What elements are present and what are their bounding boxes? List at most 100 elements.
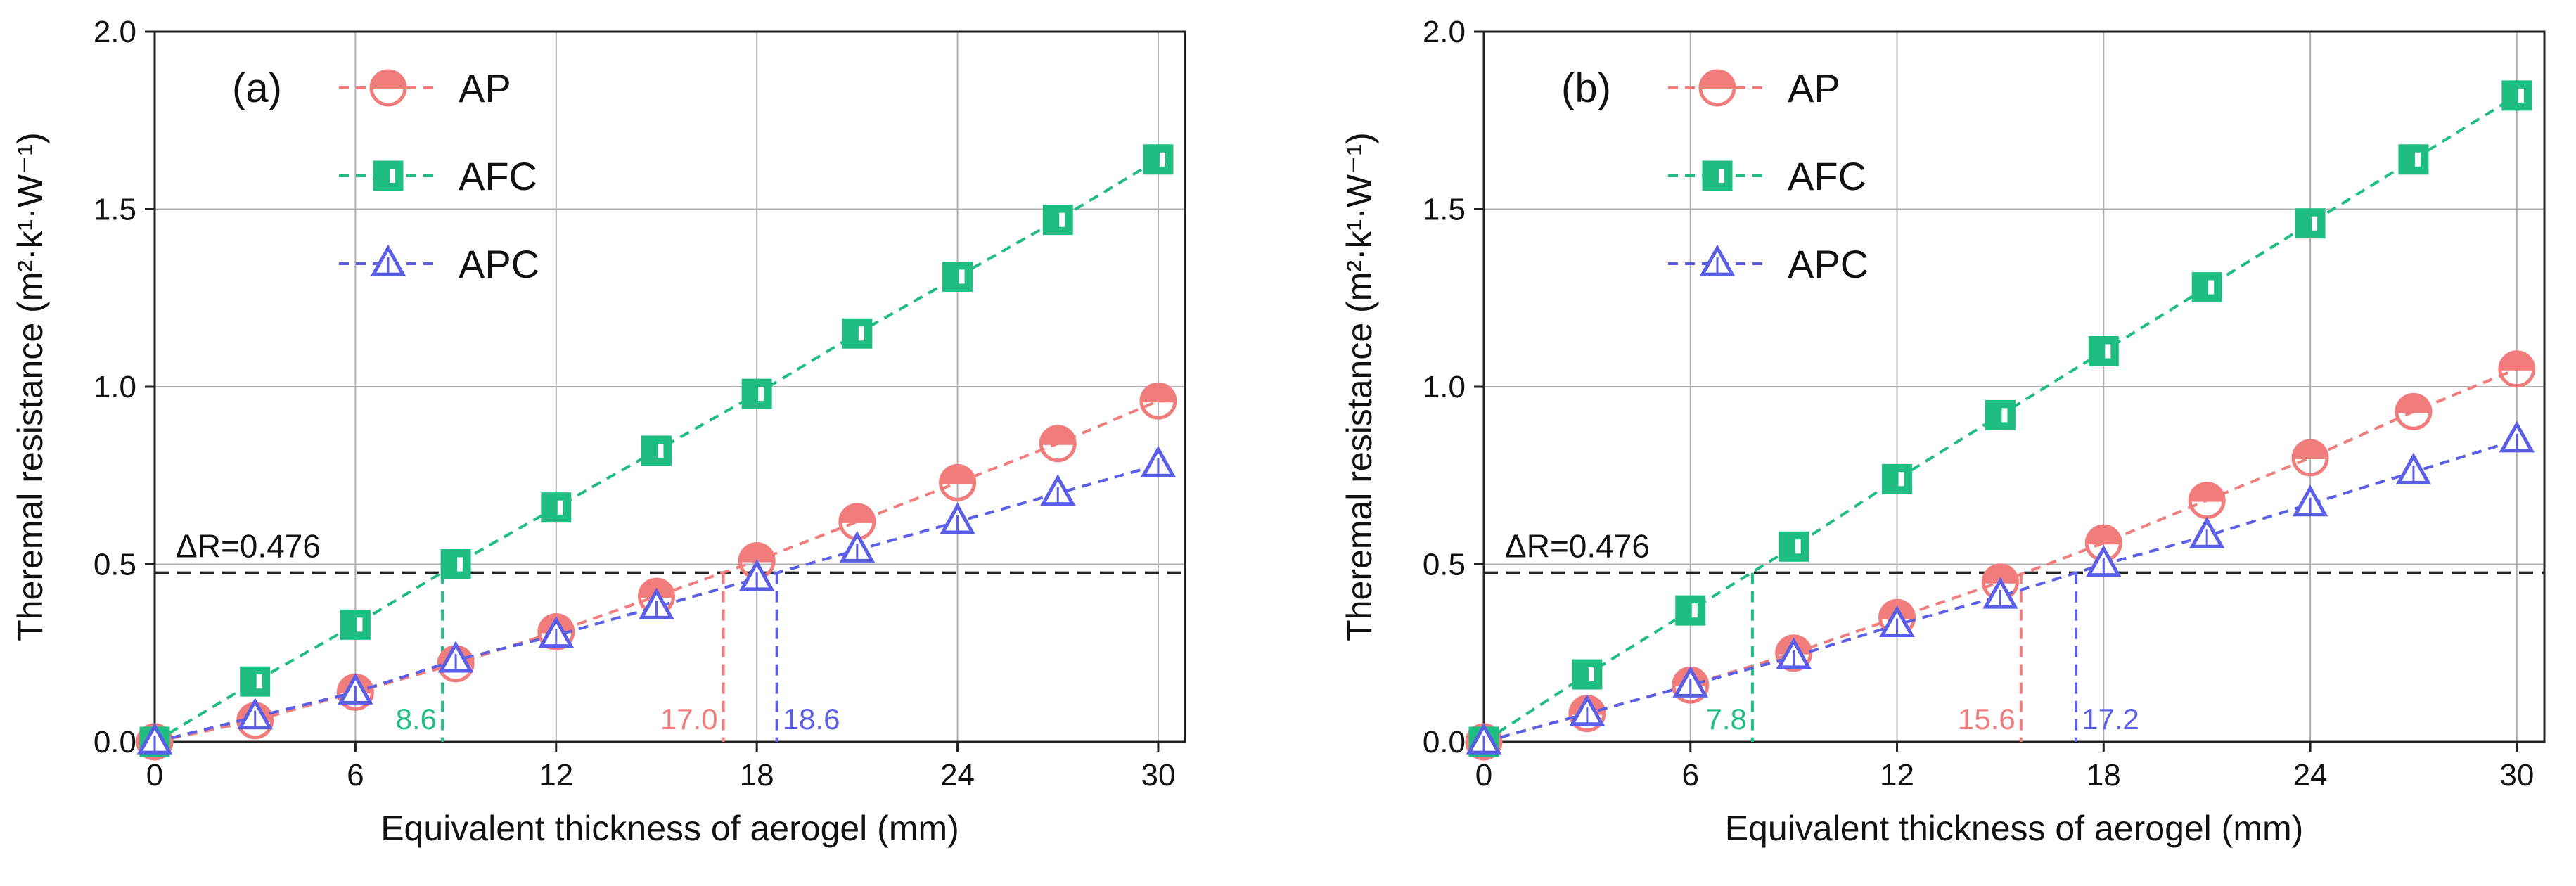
intercept-label-ap: 15.6 (1958, 702, 2016, 736)
data-point-afc (541, 492, 572, 523)
data-point-apc (639, 587, 674, 619)
data-point-afc (240, 666, 271, 697)
x-tick-label: 30 (2499, 758, 2534, 792)
series-line-apc (1483, 438, 2518, 743)
y-tick-label: 0.0 (1423, 725, 1466, 759)
data-point-apc (1879, 605, 1915, 637)
grid (1483, 31, 2544, 743)
legend: AP AFC APC (1668, 66, 1869, 286)
data-point-ap (2395, 392, 2433, 430)
data-point-afc (2191, 272, 2222, 303)
data-point-afc (1985, 399, 2016, 430)
series-line-apc (154, 463, 1159, 743)
x-axis-label: Equivalent thickness of aerogel (mm) (380, 809, 959, 848)
data-point-apc (738, 559, 775, 591)
y-tick-label: 0.5 (1423, 548, 1466, 582)
intercept-label-afc: 7.8 (1706, 702, 1747, 736)
legend-marker-afc (1702, 160, 1733, 191)
data-point-ap (939, 463, 977, 501)
chart-panel-2: 0 6 12 18 24 30 0.0 0.5 1.0 1.5 2.0 Equivalent thic… (1340, 15, 2546, 848)
data-point-apc (338, 672, 373, 705)
grid (154, 31, 1185, 743)
x-tick-label: 30 (1141, 758, 1175, 792)
panel-label: (b) (1561, 65, 1611, 111)
x-tick-label: 6 (1682, 758, 1699, 792)
legend-marker-ap (369, 69, 407, 107)
data-point-apc (1466, 722, 1502, 755)
intercept-label-afc: 8.6 (396, 702, 437, 736)
data-point-apc (1140, 445, 1177, 477)
series-markers-afc (1468, 80, 2532, 757)
y-axis-label: Theremal resistance (m²·k¹·W⁻¹) (1340, 132, 1379, 641)
legend-label-ap: AP (1788, 66, 1840, 110)
data-point-apc (2189, 516, 2225, 548)
data-point-afc (2088, 336, 2119, 366)
legend-label-apc: APC (1788, 242, 1869, 286)
series-markers-afc (139, 144, 1174, 757)
legend-marker-afc (373, 160, 404, 191)
data-point-apc (2086, 545, 2122, 577)
panel-label: (a) (232, 65, 282, 111)
data-point-afc (340, 609, 371, 640)
x-tick-label: 0 (146, 758, 163, 792)
x-tick-label: 12 (1880, 758, 1914, 792)
data-point-afc (1675, 595, 1706, 626)
x-axis-label: Equivalent thickness of aerogel (mm) (1725, 809, 2304, 848)
y-tick-label: 0.0 (94, 725, 136, 759)
y-tick-label: 2.0 (1423, 15, 1466, 49)
data-point-apc (940, 502, 975, 534)
y-tick-label: 0.5 (94, 548, 136, 582)
data-point-afc (2398, 144, 2429, 175)
reference-line-label: ΔR=0.476 (1505, 528, 1650, 565)
y-tick-label: 1.5 (94, 193, 136, 227)
legend: AP AFC APC (339, 66, 539, 286)
x-tick-label: 6 (347, 758, 364, 792)
data-point-apc (136, 722, 173, 755)
legend-label-ap: AP (459, 66, 511, 110)
data-point-ap (2188, 482, 2226, 520)
data-point-afc (842, 318, 873, 349)
data-point-apc (1039, 474, 1076, 506)
data-point-apc (2395, 452, 2432, 484)
intercept-label-apc: 17.2 (2082, 702, 2139, 736)
data-point-afc (2501, 80, 2532, 111)
y-tick-label: 2.0 (94, 15, 136, 49)
data-point-afc (1572, 659, 1603, 690)
data-point-apc (839, 530, 876, 563)
data-point-ap (1139, 382, 1177, 420)
data-point-apc (1776, 637, 1812, 669)
legend-marker-apc (370, 244, 406, 276)
legend-marker-apc (1699, 244, 1736, 276)
series-markers-apc (136, 445, 1177, 755)
data-point-apc (1982, 577, 2018, 609)
data-point-afc (1042, 205, 1073, 236)
chart-panel-1: 0 6 12 18 24 30 0.0 0.5 1.0 1.5 2.0 Equivalent thic… (11, 15, 1186, 848)
data-point-apc (1569, 694, 1606, 726)
x-tick-label: 24 (2293, 758, 2328, 792)
legend-label-afc: AFC (1788, 154, 1866, 198)
data-point-afc (942, 261, 973, 292)
data-point-afc (1882, 463, 1913, 494)
data-point-afc (440, 549, 471, 579)
data-point-apc (1672, 665, 1709, 698)
y-tick-label: 1.0 (94, 370, 136, 404)
x-tick-label: 0 (1475, 758, 1492, 792)
y-tick-label: 1.5 (1423, 193, 1466, 227)
data-point-ap (2498, 350, 2536, 388)
data-point-apc (437, 641, 474, 673)
x-tick-label: 18 (2087, 758, 2121, 792)
data-point-apc (538, 616, 575, 648)
intercept-label-ap: 17.0 (660, 702, 718, 736)
data-point-apc (237, 698, 273, 730)
y-axis-label: Theremal resistance (m²·k¹·W⁻¹) (11, 132, 50, 641)
data-point-ap (1981, 563, 2019, 601)
data-point-afc (1779, 531, 1809, 562)
reference-line-label: ΔR=0.476 (176, 528, 321, 565)
data-point-afc (741, 378, 772, 409)
x-tick-label: 24 (940, 758, 975, 792)
legend-label-apc: APC (459, 242, 539, 286)
x-tick-label: 12 (539, 758, 573, 792)
data-point-apc (2499, 420, 2535, 453)
series-markers-apc (1466, 420, 2535, 755)
